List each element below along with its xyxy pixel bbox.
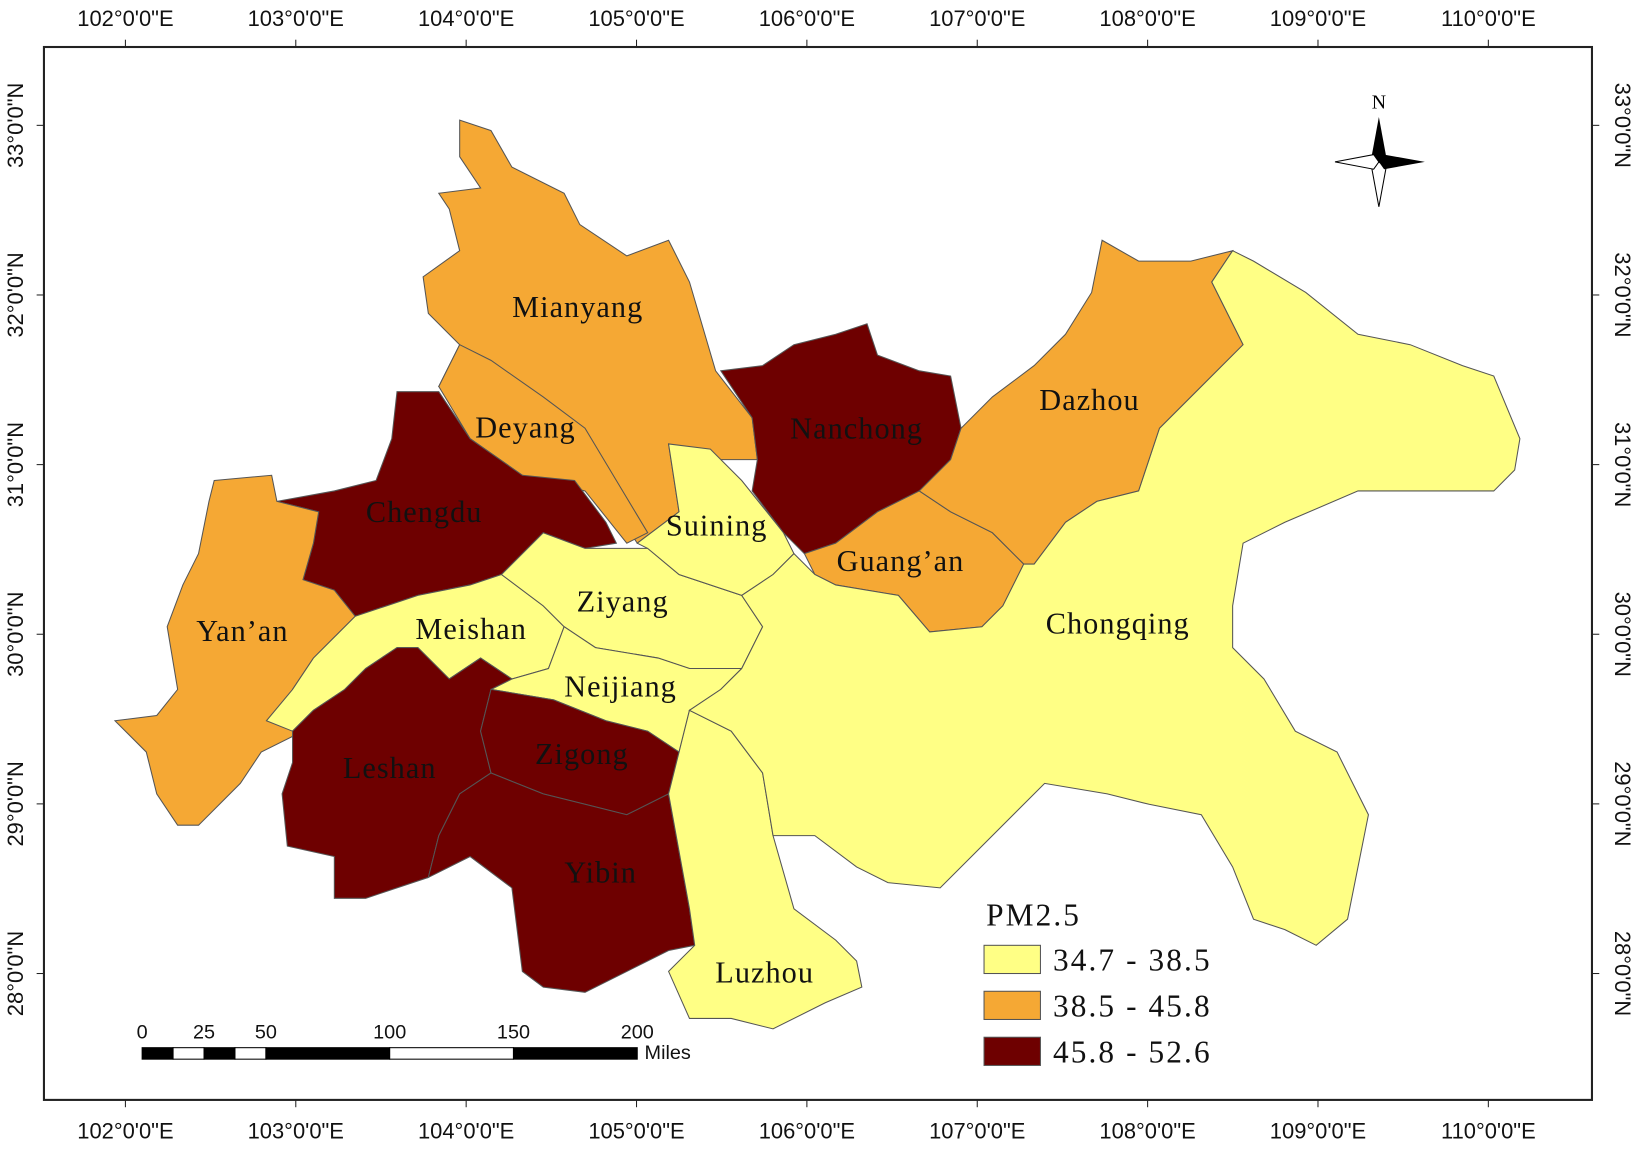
longitude-label: 105°0'0"E: [588, 6, 684, 31]
longitude-label: 109°0'0"E: [1270, 6, 1366, 31]
latitude-label: 30°0'0"N: [3, 592, 28, 677]
longitude-label: 102°0'0"E: [77, 1119, 173, 1144]
longitude-label: 109°0'0"E: [1270, 1119, 1366, 1144]
latitude-label: 31°0'0"N: [3, 422, 28, 507]
compass-point: [1378, 154, 1425, 170]
regions: [113, 119, 1521, 1030]
region-label: Ziyang: [577, 585, 669, 619]
latitude-label: 32°0'0"N: [3, 252, 28, 337]
region-label: Yibin: [564, 855, 637, 889]
longitude-label: 104°0'0"E: [418, 6, 514, 31]
longitude-label: 110°0'0"E: [1441, 6, 1536, 31]
scale-segment: [141, 1047, 174, 1060]
legend-swatch: [983, 990, 1041, 1020]
scale-label: 200: [621, 1021, 654, 1043]
north-label: N: [1372, 92, 1386, 114]
scale-label: 150: [497, 1021, 530, 1043]
longitude-label: 106°0'0"E: [759, 6, 855, 31]
latitude-label: 28°0'0"N: [1610, 931, 1635, 1016]
scale-label: 100: [373, 1021, 406, 1043]
legend-swatch: [983, 944, 1041, 975]
legend-label: 38.5 - 45.8: [1053, 988, 1212, 1023]
region-label: Suining: [666, 508, 768, 542]
scale-label: 0: [137, 1021, 148, 1043]
longitude-label: 104°0'0"E: [418, 1119, 514, 1144]
longitude-label: 103°0'0"E: [248, 6, 344, 31]
scale-segment: [389, 1047, 514, 1060]
scale-segment: [512, 1047, 638, 1060]
region-label: Neijiang: [564, 669, 677, 703]
region: [427, 772, 696, 993]
region-label: Leshan: [343, 751, 437, 785]
scale-segment: [265, 1047, 391, 1060]
region-label: Zigong: [535, 737, 629, 771]
region-label: Luzhou: [715, 956, 814, 990]
scale-unit: Miles: [645, 1042, 691, 1064]
latitude-label: 33°0'0"N: [3, 83, 28, 168]
latitude-label: 31°0'0"N: [1610, 422, 1635, 507]
region-label: Guang’an: [837, 544, 965, 578]
labels: Mianyang Deyang Chengdu Yan’an Meishan Ziyang…: [196, 290, 1190, 990]
north-arrow: N: [1334, 92, 1425, 207]
scale-segment: [172, 1047, 205, 1060]
latitude-label: 29°0'0"N: [1610, 761, 1635, 846]
longitude-label: 102°0'0"E: [77, 6, 173, 31]
latitude-label: 32°0'0"N: [1610, 252, 1635, 337]
longitude-label: 108°0'0"E: [1099, 1119, 1195, 1144]
region-label: Mianyang: [512, 290, 643, 324]
legend-title: PM2.5: [986, 897, 1081, 932]
scale-label: 50: [255, 1021, 277, 1043]
longitude-label: 105°0'0"E: [588, 1119, 684, 1144]
legend-label: 34.7 - 38.5: [1053, 942, 1212, 977]
region-label: Dazhou: [1039, 383, 1139, 417]
latitude-label: 30°0'0"N: [1610, 592, 1635, 677]
longitude-label: 107°0'0"E: [929, 6, 1025, 31]
latitude-label: 29°0'0"N: [3, 761, 28, 846]
region-label: Chengdu: [366, 495, 483, 529]
scale-label: 25: [193, 1021, 215, 1043]
region-label: Nanchong: [790, 411, 923, 445]
longitude-label: 108°0'0"E: [1099, 6, 1195, 31]
scale-segment: [203, 1047, 236, 1060]
longitude-label: 106°0'0"E: [759, 1119, 855, 1144]
compass-point: [1371, 116, 1387, 162]
region-label: Meishan: [415, 612, 527, 646]
region-label: Yan’an: [196, 614, 288, 648]
latitude-label: 28°0'0"N: [3, 931, 28, 1016]
scale-segment: [234, 1047, 267, 1060]
latitude-label: 33°0'0"N: [1610, 83, 1635, 168]
legend-label: 45.8 - 52.6: [1053, 1034, 1212, 1069]
longitude-label: 110°0'0"E: [1441, 1119, 1536, 1144]
region: [688, 250, 1521, 946]
longitude-label: 107°0'0"E: [929, 1119, 1025, 1144]
legend-swatch: [983, 1036, 1041, 1066]
region-label: Chongqing: [1046, 607, 1190, 641]
longitude-label: 103°0'0"E: [248, 1119, 344, 1144]
region: [113, 474, 356, 826]
region-label: Deyang: [475, 410, 575, 444]
